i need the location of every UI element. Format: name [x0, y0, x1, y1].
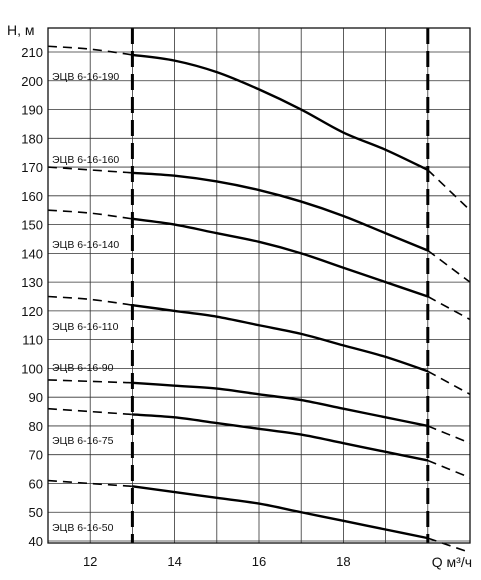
curve-extension-left	[47, 479, 133, 488]
curve-operating	[132, 303, 429, 373]
curve-operating	[132, 413, 429, 462]
curve-operating	[132, 485, 429, 540]
y-axis-ticks: 40 50 60 70 80 90 100 110 120 130 140 150 160 170 180 1…	[21, 45, 43, 549]
curve-extension-right	[427, 249, 471, 283]
x-tick-label: 12	[83, 554, 97, 569]
y-axis-title: H, м	[7, 22, 35, 38]
y-tick-label: 110	[22, 333, 43, 348]
curve-extension-left	[47, 295, 133, 306]
y-tick-label: 70	[29, 448, 43, 463]
curve-extension-left	[47, 209, 133, 220]
curve-extension-right	[427, 537, 471, 554]
x-axis-title: Q м³/ч	[432, 554, 472, 570]
y-tick-label: 40	[29, 534, 43, 549]
y-tick-label: 140	[21, 246, 43, 261]
plot-frame	[47, 27, 471, 544]
series-label: ЭЦВ 6-16-90	[52, 362, 114, 374]
y-tick-label: 190	[21, 103, 43, 118]
head-curves	[47, 45, 471, 554]
y-tick-label: 150	[21, 218, 43, 233]
curve-extension-right	[427, 169, 471, 211]
x-tick-label: 16	[252, 554, 266, 569]
y-tick-label: 200	[21, 74, 43, 89]
curve-operating	[132, 381, 429, 428]
x-tick-label: 18	[336, 554, 350, 569]
x-tick-label: 14	[167, 554, 181, 569]
curve-extension-right	[427, 459, 471, 479]
y-tick-label: 210	[21, 45, 43, 60]
curve-operating	[132, 217, 429, 298]
y-tick-label: 120	[21, 304, 43, 319]
y-tick-label: 80	[29, 419, 43, 434]
y-tick-label: 170	[21, 160, 43, 175]
operating-range-lines	[130, 28, 430, 543]
x-axis-ticks: 12 14 16 18	[83, 554, 351, 569]
series-labels: ЭЦВ 6-16-190 ЭЦВ 6-16-160 ЭЦВ 6-16-140 ЭЦВ …	[52, 71, 119, 534]
y-tick-label: 130	[21, 275, 43, 290]
curve-extension-left	[47, 407, 133, 416]
series-label: ЭЦВ 6-16-110	[52, 321, 119, 333]
series-label: ЭЦВ 6-16-75	[52, 435, 114, 447]
series-label: ЭЦВ 6-16-140	[52, 239, 119, 251]
curve-extension-left	[47, 166, 133, 174]
y-tick-label: 60	[29, 476, 43, 491]
curve-extension-right	[427, 370, 471, 396]
y-tick-label: 90	[29, 390, 43, 405]
curve-extension-right	[427, 295, 471, 321]
y-tick-label: 160	[21, 189, 43, 204]
grid	[48, 28, 470, 543]
series-label: ЭЦВ 6-16-160	[52, 154, 119, 166]
curve-operating	[132, 53, 429, 172]
series-label: ЭЦВ 6-16-190	[52, 71, 119, 83]
y-tick-label: 100	[21, 361, 43, 376]
curve-operating	[132, 171, 429, 252]
curve-extension-left	[47, 45, 133, 56]
curve-extension-right	[427, 425, 471, 444]
series-label: ЭЦВ 6-16-50	[52, 522, 114, 534]
y-tick-label: 50	[29, 505, 43, 520]
y-tick-label: 180	[21, 131, 43, 146]
